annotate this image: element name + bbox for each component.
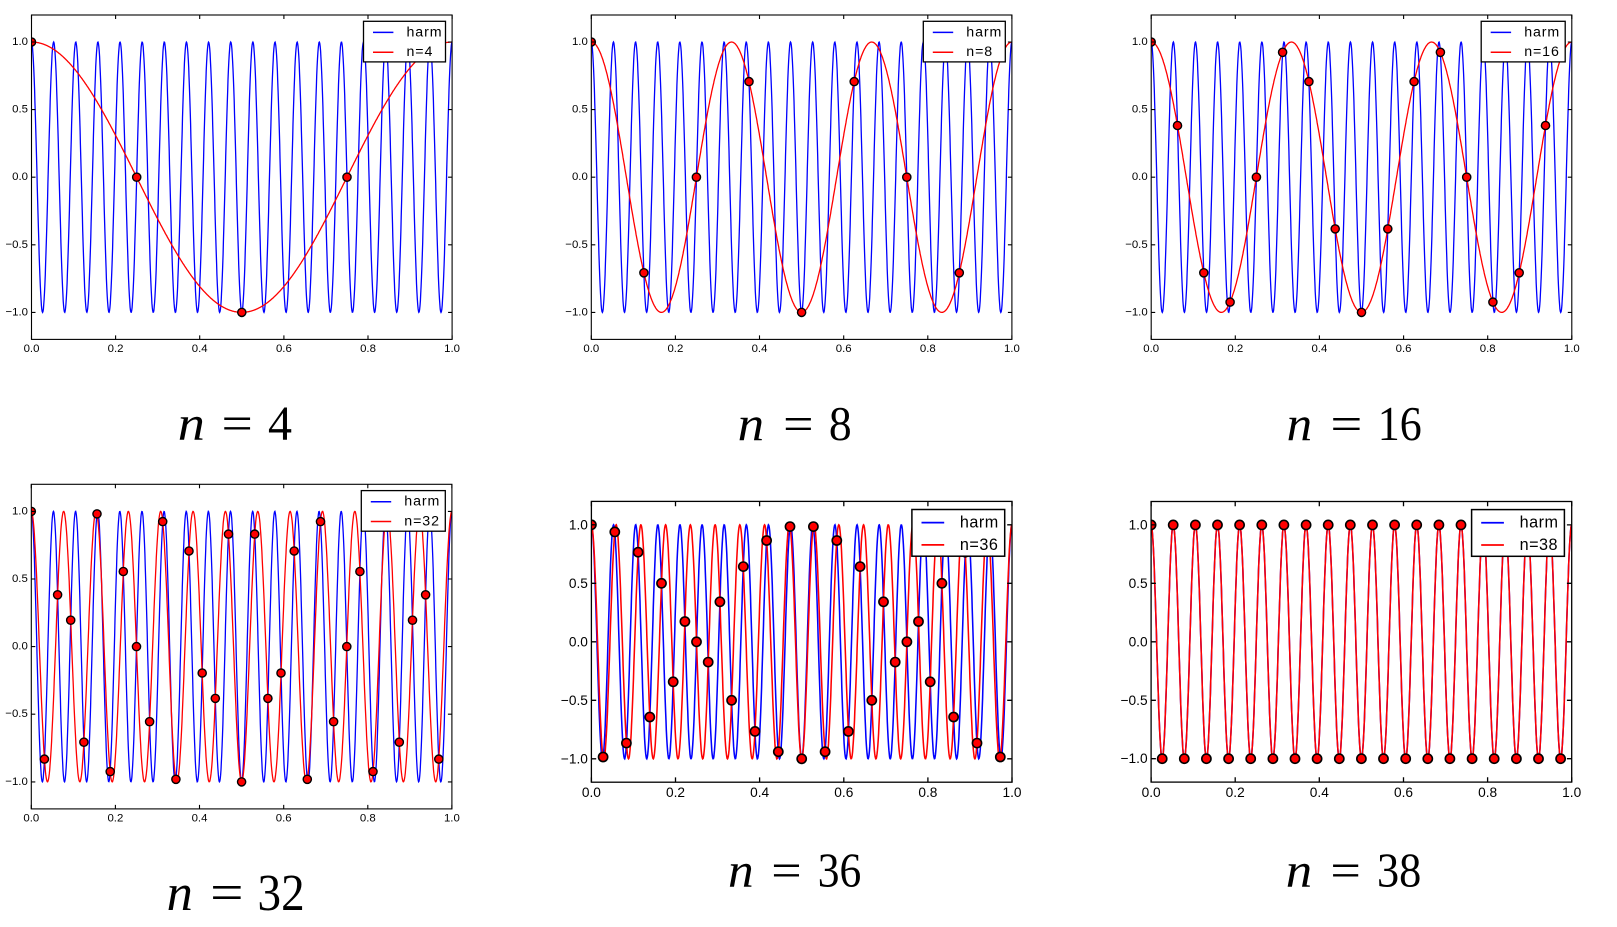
svg-text:−1.0: −1.0 bbox=[5, 776, 28, 788]
svg-text:=: = bbox=[222, 398, 253, 451]
svg-text:0.4: 0.4 bbox=[1311, 343, 1327, 355]
svg-text:0.0: 0.0 bbox=[12, 641, 28, 653]
svg-text:0.0: 0.0 bbox=[23, 812, 39, 824]
svg-text:0.6: 0.6 bbox=[834, 785, 853, 800]
svg-text:harm: harm bbox=[1524, 24, 1560, 40]
svg-text:0.4: 0.4 bbox=[750, 785, 769, 800]
svg-text:0.4: 0.4 bbox=[1310, 785, 1329, 800]
svg-text:0.2: 0.2 bbox=[108, 343, 124, 355]
svg-text:1.0: 1.0 bbox=[1562, 785, 1581, 800]
svg-text:0.5: 0.5 bbox=[572, 104, 588, 116]
svg-text:harm: harm bbox=[966, 24, 1002, 40]
svg-text:−0.5: −0.5 bbox=[565, 239, 588, 251]
svg-text:0.6: 0.6 bbox=[276, 812, 292, 824]
svg-text:harm: harm bbox=[1520, 514, 1559, 532]
svg-text:0.4: 0.4 bbox=[192, 343, 208, 355]
svg-text:0.8: 0.8 bbox=[360, 812, 376, 824]
svg-text:0.0: 0.0 bbox=[12, 171, 28, 183]
svg-text:0.0: 0.0 bbox=[582, 785, 601, 800]
svg-text:0.4: 0.4 bbox=[752, 343, 768, 355]
svg-text:0.0: 0.0 bbox=[583, 343, 599, 355]
svg-text:0.2: 0.2 bbox=[667, 343, 683, 355]
svg-text:4: 4 bbox=[268, 398, 292, 451]
svg-text:n: n bbox=[1287, 398, 1313, 451]
svg-text:1.0: 1.0 bbox=[1002, 785, 1021, 800]
svg-text:0.6: 0.6 bbox=[1396, 343, 1412, 355]
svg-text:0.8: 0.8 bbox=[1478, 785, 1497, 800]
svg-text:0.6: 0.6 bbox=[1394, 785, 1413, 800]
svg-text:1.0: 1.0 bbox=[1129, 517, 1148, 532]
svg-text:0.6: 0.6 bbox=[836, 343, 852, 355]
svg-text:n: n bbox=[167, 865, 193, 922]
svg-text:n=38: n=38 bbox=[1520, 536, 1558, 554]
svg-text:=: = bbox=[1330, 398, 1362, 451]
svg-text:0.8: 0.8 bbox=[920, 343, 936, 355]
svg-text:1.0: 1.0 bbox=[572, 36, 588, 48]
svg-text:1.0: 1.0 bbox=[444, 343, 460, 355]
svg-text:0.8: 0.8 bbox=[360, 343, 376, 355]
svg-text:harm: harm bbox=[960, 514, 999, 532]
svg-text:n=8: n=8 bbox=[966, 44, 993, 60]
svg-text:1.0: 1.0 bbox=[444, 812, 460, 824]
svg-text:n=32: n=32 bbox=[404, 514, 440, 530]
svg-text:0.0: 0.0 bbox=[1132, 171, 1148, 183]
svg-text:−0.5: −0.5 bbox=[1125, 239, 1148, 251]
svg-text:1.0: 1.0 bbox=[1004, 343, 1020, 355]
svg-text:=: = bbox=[210, 865, 243, 922]
svg-text:1.0: 1.0 bbox=[1564, 343, 1580, 355]
svg-text:=: = bbox=[771, 844, 801, 897]
svg-text:n: n bbox=[178, 398, 205, 451]
svg-text:0.2: 0.2 bbox=[1227, 343, 1243, 355]
svg-text:−1.0: −1.0 bbox=[561, 751, 588, 766]
svg-text:0.0: 0.0 bbox=[24, 343, 40, 355]
svg-text:=: = bbox=[1330, 845, 1361, 898]
svg-text:n: n bbox=[738, 398, 765, 451]
svg-text:32: 32 bbox=[258, 865, 305, 922]
svg-text:harm: harm bbox=[407, 24, 443, 40]
svg-text:1.0: 1.0 bbox=[569, 517, 588, 532]
svg-text:n: n bbox=[728, 844, 754, 897]
svg-text:−1.0: −1.0 bbox=[6, 306, 29, 318]
svg-text:n=4: n=4 bbox=[407, 44, 434, 60]
svg-text:0.2: 0.2 bbox=[1226, 785, 1245, 800]
svg-text:36: 36 bbox=[818, 844, 862, 897]
svg-text:−0.5: −0.5 bbox=[561, 693, 588, 708]
svg-text:=: = bbox=[783, 398, 813, 451]
svg-text:1.0: 1.0 bbox=[12, 505, 28, 517]
svg-text:0.0: 0.0 bbox=[1129, 634, 1148, 649]
svg-text:0.2: 0.2 bbox=[107, 812, 123, 824]
svg-text:0.6: 0.6 bbox=[276, 343, 292, 355]
svg-text:0.4: 0.4 bbox=[192, 812, 208, 824]
svg-text:n: n bbox=[1286, 845, 1312, 898]
svg-text:−0.5: −0.5 bbox=[6, 239, 29, 251]
svg-text:0.0: 0.0 bbox=[1142, 785, 1161, 800]
svg-text:0.5: 0.5 bbox=[569, 576, 588, 591]
svg-text:38: 38 bbox=[1377, 845, 1421, 898]
svg-text:n=16: n=16 bbox=[1524, 44, 1560, 60]
svg-text:−0.5: −0.5 bbox=[1121, 693, 1148, 708]
svg-text:0.5: 0.5 bbox=[12, 573, 28, 585]
svg-text:0.0: 0.0 bbox=[572, 171, 588, 183]
svg-text:−0.5: −0.5 bbox=[5, 708, 28, 720]
svg-text:−1.0: −1.0 bbox=[1121, 751, 1148, 766]
svg-text:0.5: 0.5 bbox=[1129, 576, 1148, 591]
svg-text:n=36: n=36 bbox=[960, 536, 998, 554]
svg-text:1.0: 1.0 bbox=[1132, 36, 1148, 48]
svg-text:0.8: 0.8 bbox=[1480, 343, 1496, 355]
svg-text:harm: harm bbox=[404, 494, 440, 510]
svg-text:0.8: 0.8 bbox=[918, 785, 937, 800]
svg-text:0.0: 0.0 bbox=[1143, 343, 1159, 355]
svg-text:1.0: 1.0 bbox=[12, 36, 28, 48]
svg-text:0.2: 0.2 bbox=[666, 785, 685, 800]
svg-text:0.5: 0.5 bbox=[12, 104, 28, 116]
svg-text:−1.0: −1.0 bbox=[1125, 306, 1148, 318]
svg-text:8: 8 bbox=[829, 398, 852, 451]
svg-text:16: 16 bbox=[1378, 398, 1422, 451]
svg-text:−1.0: −1.0 bbox=[565, 306, 588, 318]
svg-text:0.5: 0.5 bbox=[1132, 104, 1148, 116]
svg-text:0.0: 0.0 bbox=[569, 634, 588, 649]
